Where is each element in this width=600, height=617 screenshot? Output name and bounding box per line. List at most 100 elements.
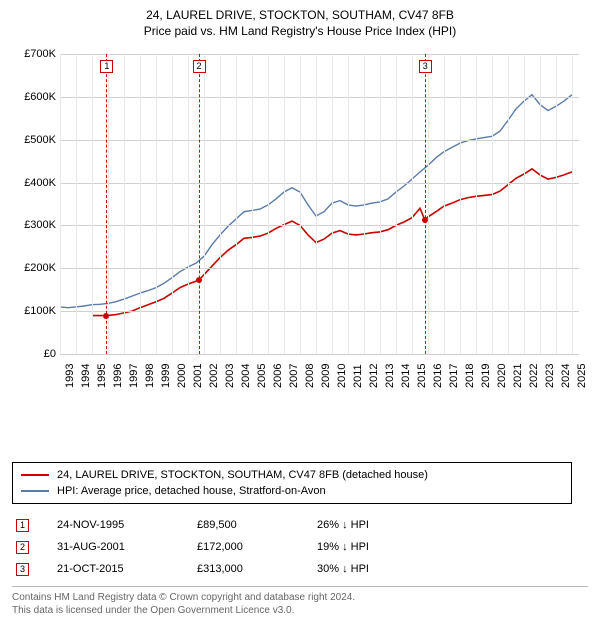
x-tick-label: 2004 bbox=[240, 364, 252, 388]
gridline-v bbox=[476, 54, 477, 354]
x-tick-label: 2022 bbox=[528, 364, 540, 388]
gridline-h bbox=[60, 97, 579, 98]
event-date: 21-OCT-2015 bbox=[57, 563, 197, 575]
gridline-h bbox=[60, 183, 579, 184]
x-tick-label: 2000 bbox=[176, 364, 188, 388]
gridline-v bbox=[76, 54, 77, 354]
title-line-1: 24, LAUREL DRIVE, STOCKTON, SOUTHAM, CV4… bbox=[12, 8, 588, 22]
gridline-v bbox=[444, 54, 445, 354]
x-tick-label: 1997 bbox=[128, 364, 140, 388]
x-tick-label: 2023 bbox=[544, 364, 556, 388]
event-price: £172,000 bbox=[197, 541, 317, 553]
gridline-v bbox=[284, 54, 285, 354]
gridline-h bbox=[60, 311, 579, 312]
gridline-v bbox=[204, 54, 205, 354]
y-tick-label: £0 bbox=[12, 348, 56, 360]
gridline-v bbox=[364, 54, 365, 354]
gridline-v bbox=[300, 54, 301, 354]
x-tick-label: 2020 bbox=[496, 364, 508, 388]
gridline-v bbox=[508, 54, 509, 354]
event-date: 24-NOV-1995 bbox=[57, 519, 197, 531]
gridline-h bbox=[60, 225, 579, 226]
y-tick-label: £600K bbox=[12, 91, 56, 103]
gridline-v bbox=[460, 54, 461, 354]
sale-marker-box: 2 bbox=[193, 60, 206, 73]
x-tick-label: 2002 bbox=[208, 364, 220, 388]
gridline-h bbox=[60, 140, 579, 141]
x-tick-label: 1996 bbox=[112, 364, 124, 388]
x-tick-label: 1998 bbox=[144, 364, 156, 388]
event-diff: 26% ↓ HPI bbox=[317, 519, 457, 531]
event-num-box: 2 bbox=[16, 541, 29, 554]
gridline-v bbox=[380, 54, 381, 354]
gridline-v bbox=[540, 54, 541, 354]
sale-marker-line bbox=[106, 54, 107, 354]
y-tick-label: £500K bbox=[12, 134, 56, 146]
x-tick-label: 1995 bbox=[96, 364, 108, 388]
x-tick-label: 2008 bbox=[304, 364, 316, 388]
gridline-v bbox=[412, 54, 413, 354]
gridline-v bbox=[156, 54, 157, 354]
chart-area: £0£100K£200K£300K£400K£500K£600K£700K 12… bbox=[12, 44, 588, 404]
event-price: £313,000 bbox=[197, 563, 317, 575]
legend-swatch bbox=[21, 474, 49, 476]
x-tick-label: 2011 bbox=[352, 364, 364, 388]
gridline-v bbox=[572, 54, 573, 354]
x-tick-label: 2007 bbox=[288, 364, 300, 388]
y-tick-label: £400K bbox=[12, 177, 56, 189]
x-tick-label: 2018 bbox=[464, 364, 476, 388]
y-tick-label: £200K bbox=[12, 262, 56, 274]
gridline-h bbox=[60, 268, 579, 269]
event-num-box: 3 bbox=[16, 563, 29, 576]
gridline-v bbox=[524, 54, 525, 354]
title-line-2: Price paid vs. HM Land Registry's House … bbox=[12, 24, 588, 38]
sale-point-dot bbox=[422, 217, 428, 223]
x-tick-label: 2016 bbox=[432, 364, 444, 388]
gridline-v bbox=[348, 54, 349, 354]
x-tick-label: 2012 bbox=[368, 364, 380, 388]
gridline-v bbox=[492, 54, 493, 354]
x-tick-label: 2003 bbox=[224, 364, 236, 388]
chart-container: 24, LAUREL DRIVE, STOCKTON, SOUTHAM, CV4… bbox=[0, 0, 600, 590]
x-tick-label: 2005 bbox=[256, 364, 268, 388]
x-tick-label: 1999 bbox=[160, 364, 172, 388]
x-tick-label: 2014 bbox=[400, 364, 412, 388]
footer-line-2: This data is licensed under the Open Gov… bbox=[12, 604, 588, 617]
legend-row: 24, LAUREL DRIVE, STOCKTON, SOUTHAM, CV4… bbox=[21, 467, 563, 483]
event-num-box: 1 bbox=[16, 519, 29, 532]
footer-line-1: Contains HM Land Registry data © Crown c… bbox=[12, 591, 588, 604]
gridline-v bbox=[60, 54, 61, 354]
gridline-v bbox=[108, 54, 109, 354]
gridline-v bbox=[268, 54, 269, 354]
gridline-v bbox=[236, 54, 237, 354]
gridline-v bbox=[220, 54, 221, 354]
x-tick-label: 2025 bbox=[576, 364, 588, 388]
event-price: £89,500 bbox=[197, 519, 317, 531]
event-diff: 19% ↓ HPI bbox=[317, 541, 457, 553]
legend-row: HPI: Average price, detached house, Stra… bbox=[21, 483, 563, 499]
x-tick-label: 1993 bbox=[64, 364, 76, 388]
x-tick-label: 1994 bbox=[80, 364, 92, 388]
x-tick-label: 2009 bbox=[320, 364, 332, 388]
line-svg bbox=[60, 54, 580, 354]
plot-area: 123 bbox=[60, 54, 580, 354]
legend-label: 24, LAUREL DRIVE, STOCKTON, SOUTHAM, CV4… bbox=[57, 469, 428, 481]
x-tick-label: 2015 bbox=[416, 364, 428, 388]
gridline-v bbox=[124, 54, 125, 354]
legend-label: HPI: Average price, detached house, Stra… bbox=[57, 485, 326, 497]
sale-marker-box: 1 bbox=[100, 60, 113, 73]
titles: 24, LAUREL DRIVE, STOCKTON, SOUTHAM, CV4… bbox=[12, 8, 588, 38]
x-tick-label: 2010 bbox=[336, 364, 348, 388]
gridline-v bbox=[332, 54, 333, 354]
footer: Contains HM Land Registry data © Crown c… bbox=[12, 586, 588, 617]
events-table: 1 24-NOV-1995£89,50026% ↓ HPI 231-AUG-2001… bbox=[12, 512, 588, 582]
x-tick-label: 2001 bbox=[192, 364, 204, 388]
gridline-h bbox=[60, 54, 579, 55]
legend-swatch bbox=[21, 490, 49, 492]
y-tick-label: £100K bbox=[12, 305, 56, 317]
y-tick-label: £300K bbox=[12, 219, 56, 231]
event-row: 231-AUG-2001£172,00019% ↓ HPI bbox=[16, 536, 584, 558]
legend: 24, LAUREL DRIVE, STOCKTON, SOUTHAM, CV4… bbox=[12, 462, 572, 504]
sale-point-dot bbox=[103, 313, 109, 319]
x-tick-label: 2013 bbox=[384, 364, 396, 388]
